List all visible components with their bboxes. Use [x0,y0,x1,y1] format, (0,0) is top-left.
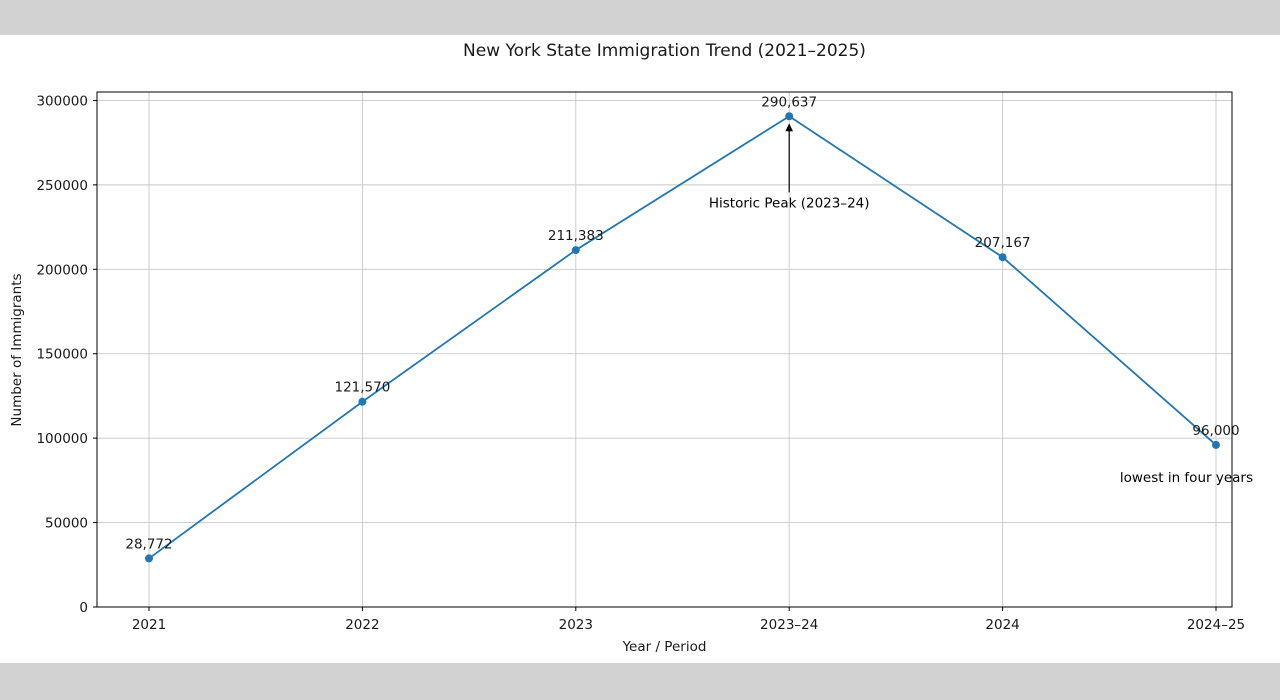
data-point-marker [145,554,153,563]
data-point-label: 96,000 [1192,423,1239,439]
data-point-label: 28,772 [125,536,172,552]
x-tick-label: 2024–25 [1187,617,1245,633]
y-axis-label: Number of Immigrants [9,273,25,427]
annotation-historic-peak: Historic Peak (2023–24) [709,195,870,211]
annotation-lowest-in-four-years: lowest in four years [1120,470,1253,486]
y-tick-label: 300000 [36,93,88,109]
data-point-marker [358,397,367,406]
x-axis-label: Year / Period [622,639,707,655]
y-tick-label: 200000 [36,262,88,278]
data-point-marker [1212,440,1220,449]
plot-border [96,91,1233,608]
data-point-label: 290,637 [761,94,817,110]
data-point-marker [571,246,580,255]
letterbox-bottom [0,663,1280,700]
y-tick-label: 50000 [45,516,88,532]
x-tick-label: 2023–24 [760,617,818,633]
data-point-label: 211,383 [548,228,604,244]
x-tick-label: 2021 [132,617,166,633]
trend-line [148,115,1217,560]
chart-title: New York State Immigration Trend (2021–2… [463,41,866,61]
x-tick-label: 2022 [345,617,379,633]
data-point-label: 121,570 [334,380,390,396]
y-tick-label: 100000 [36,431,88,447]
y-tick-label: 150000 [36,347,88,363]
x-tick-label: 2024 [985,617,1019,633]
data-point-label: 207,167 [975,235,1031,251]
letterbox-top [0,0,1280,35]
y-tick-label: 0 [79,600,88,616]
data-point-marker [785,112,794,121]
annotation-arrow-head [785,123,793,132]
x-tick-label: 2023 [559,617,593,633]
y-tick-label: 250000 [36,178,88,194]
data-point-marker [998,253,1007,262]
